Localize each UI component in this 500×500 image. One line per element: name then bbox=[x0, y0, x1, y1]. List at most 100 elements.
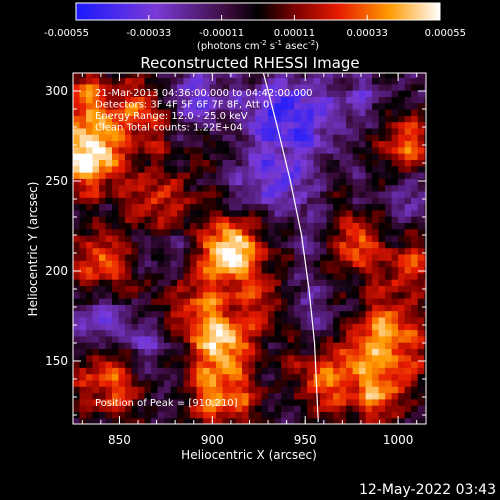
heatmap-cell bbox=[333, 348, 341, 356]
heatmap-cell bbox=[235, 165, 243, 173]
heatmap-cell bbox=[229, 354, 237, 362]
heatmap-cell bbox=[346, 411, 354, 419]
heatmap-cell bbox=[170, 228, 178, 236]
heatmap-cell bbox=[268, 121, 276, 129]
heatmap-cell bbox=[138, 235, 146, 242]
heatmap-cell bbox=[385, 190, 393, 198]
heatmap-cell bbox=[352, 411, 360, 419]
heatmap-cell bbox=[92, 310, 100, 318]
heatmap-cell bbox=[372, 235, 380, 242]
heatmap-cell bbox=[294, 165, 302, 173]
heatmap-cell bbox=[99, 285, 107, 293]
heatmap-cell bbox=[125, 216, 133, 223]
heatmap-cell bbox=[417, 405, 425, 412]
heatmap-cell bbox=[300, 323, 308, 331]
heatmap-cell bbox=[99, 291, 107, 299]
heatmap-cell bbox=[417, 228, 425, 236]
heatmap-cell bbox=[248, 335, 256, 343]
heatmap-cell bbox=[242, 172, 250, 179]
heatmap-cell bbox=[255, 398, 263, 406]
heatmap-cell bbox=[346, 90, 354, 97]
heatmap-cell bbox=[99, 90, 107, 97]
heatmap-cell bbox=[365, 121, 373, 129]
heatmap-cell bbox=[99, 279, 107, 286]
heatmap-cell bbox=[385, 253, 393, 261]
heatmap-cell bbox=[242, 285, 250, 293]
heatmap-cell bbox=[411, 209, 419, 217]
heatmap-cell bbox=[326, 291, 334, 299]
heatmap-cell bbox=[300, 279, 308, 286]
heatmap-cell bbox=[261, 146, 269, 154]
heatmap-cell bbox=[183, 121, 191, 129]
heatmap-cell bbox=[352, 102, 360, 110]
heatmap-cell bbox=[261, 329, 269, 337]
heatmap-cell bbox=[372, 348, 380, 356]
heatmap-cell bbox=[287, 209, 295, 217]
heatmap-cell bbox=[255, 335, 263, 343]
heatmap-cell bbox=[333, 316, 341, 324]
heatmap-cell bbox=[248, 209, 256, 217]
heatmap-cell bbox=[313, 121, 321, 129]
heatmap-cell bbox=[73, 405, 81, 412]
heatmap-cell bbox=[307, 247, 315, 255]
heatmap-cell bbox=[183, 90, 191, 97]
heatmap-cell bbox=[255, 77, 263, 85]
heatmap-cell bbox=[287, 272, 295, 280]
heatmap-cell bbox=[281, 146, 289, 154]
heatmap-cell bbox=[300, 209, 308, 217]
heatmap-cell bbox=[411, 222, 419, 230]
heatmap-cell bbox=[372, 361, 380, 368]
heatmap-cell bbox=[151, 310, 159, 318]
heatmap-cell bbox=[196, 102, 204, 110]
heatmap-cell bbox=[248, 235, 256, 242]
heatmap-cell bbox=[417, 304, 425, 312]
heatmap-cell bbox=[203, 342, 211, 349]
heatmap-cell bbox=[398, 386, 406, 394]
heatmap-cell bbox=[157, 247, 165, 255]
heatmap-cell bbox=[326, 316, 334, 324]
heatmap-cell bbox=[138, 109, 146, 116]
heatmap-cell bbox=[385, 342, 393, 349]
heatmap-cell bbox=[404, 96, 412, 104]
heatmap-cell bbox=[391, 109, 399, 116]
heatmap-cell bbox=[300, 73, 308, 79]
heatmap-cell bbox=[300, 335, 308, 343]
heatmap-cell bbox=[385, 304, 393, 312]
heatmap-cell bbox=[203, 235, 211, 242]
heatmap-cell bbox=[391, 83, 399, 91]
heatmap-cell bbox=[261, 203, 269, 211]
heatmap-cell bbox=[372, 203, 380, 211]
heatmap-cell bbox=[333, 405, 341, 412]
heatmap-cell bbox=[151, 291, 159, 299]
heatmap-cell bbox=[242, 209, 250, 217]
heatmap-cell bbox=[112, 272, 120, 280]
colorbar-tick-label: -0.00033 bbox=[126, 28, 171, 39]
heatmap-cell bbox=[359, 121, 367, 129]
heatmap-cell bbox=[125, 228, 133, 236]
heatmap-cell bbox=[333, 379, 341, 387]
heatmap-cell bbox=[144, 323, 152, 331]
heatmap-cell bbox=[333, 146, 341, 154]
heatmap-cell bbox=[196, 405, 204, 412]
heatmap-cell bbox=[365, 304, 373, 312]
heatmap-cell bbox=[209, 253, 217, 261]
heatmap-cell bbox=[248, 279, 256, 286]
heatmap-cell bbox=[365, 411, 373, 419]
heatmap-cell bbox=[105, 379, 113, 387]
heatmap-cell bbox=[86, 329, 94, 337]
heatmap-cell bbox=[190, 190, 198, 198]
heatmap-cell bbox=[196, 253, 204, 261]
heatmap-cell bbox=[203, 83, 211, 91]
heatmap-cell bbox=[287, 298, 295, 305]
heatmap-cell bbox=[307, 253, 315, 261]
heatmap-cell bbox=[86, 235, 94, 242]
heatmap-cell bbox=[281, 291, 289, 299]
heatmap-cell bbox=[326, 90, 334, 97]
heatmap-cell bbox=[229, 373, 237, 381]
heatmap-cell bbox=[73, 367, 81, 375]
heatmap-cell bbox=[333, 291, 341, 299]
heatmap-cell bbox=[183, 291, 191, 299]
heatmap-cell bbox=[346, 298, 354, 305]
heatmap-cell bbox=[125, 253, 133, 261]
heatmap-cell bbox=[294, 279, 302, 286]
